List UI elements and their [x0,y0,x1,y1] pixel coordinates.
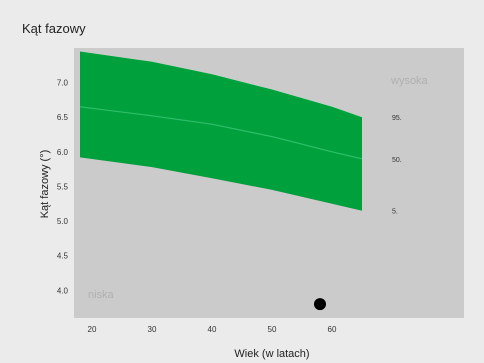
y-tick-label: 6.5 [57,113,69,122]
y-tick-label: 4.5 [57,252,69,261]
percentile-label: 50. [392,157,402,164]
x-axis-ticks: 20 30 40 50 60 [88,325,337,334]
percentile-label: 95. [392,115,402,122]
y-axis-label: Kąt fazowy (°) [39,150,51,219]
band-layer [79,51,363,211]
x-tick-label: 60 [328,325,337,334]
x-tick-label: 40 [208,325,217,334]
y-tick-label: 6.0 [57,148,69,157]
x-tick-label: 50 [268,325,277,334]
percentile-labels: 95. 50. 5. [392,115,402,215]
y-tick-label: 5.5 [57,182,69,191]
x-tick-label: 30 [148,325,157,334]
zone-label-low: niska [88,289,115,301]
y-tick-label: 4.0 [57,286,69,295]
median-line [79,106,363,160]
y-tick-label: 7.0 [57,79,69,88]
point-layer [314,298,326,311]
percentile-label: 5. [392,209,398,216]
percentile-band [80,51,362,211]
y-axis-ticks: 4.0 4.5 5.0 5.5 6.0 6.5 7.0 [57,79,69,296]
chart-title: Kąt fazowy [22,21,86,36]
data-point [314,298,326,311]
y-tick-label: 5.0 [57,217,69,226]
x-axis-label: Wiek (w latach) [234,348,309,360]
zone-label-high: wysoka [390,75,429,87]
x-tick-label: 20 [88,325,97,334]
